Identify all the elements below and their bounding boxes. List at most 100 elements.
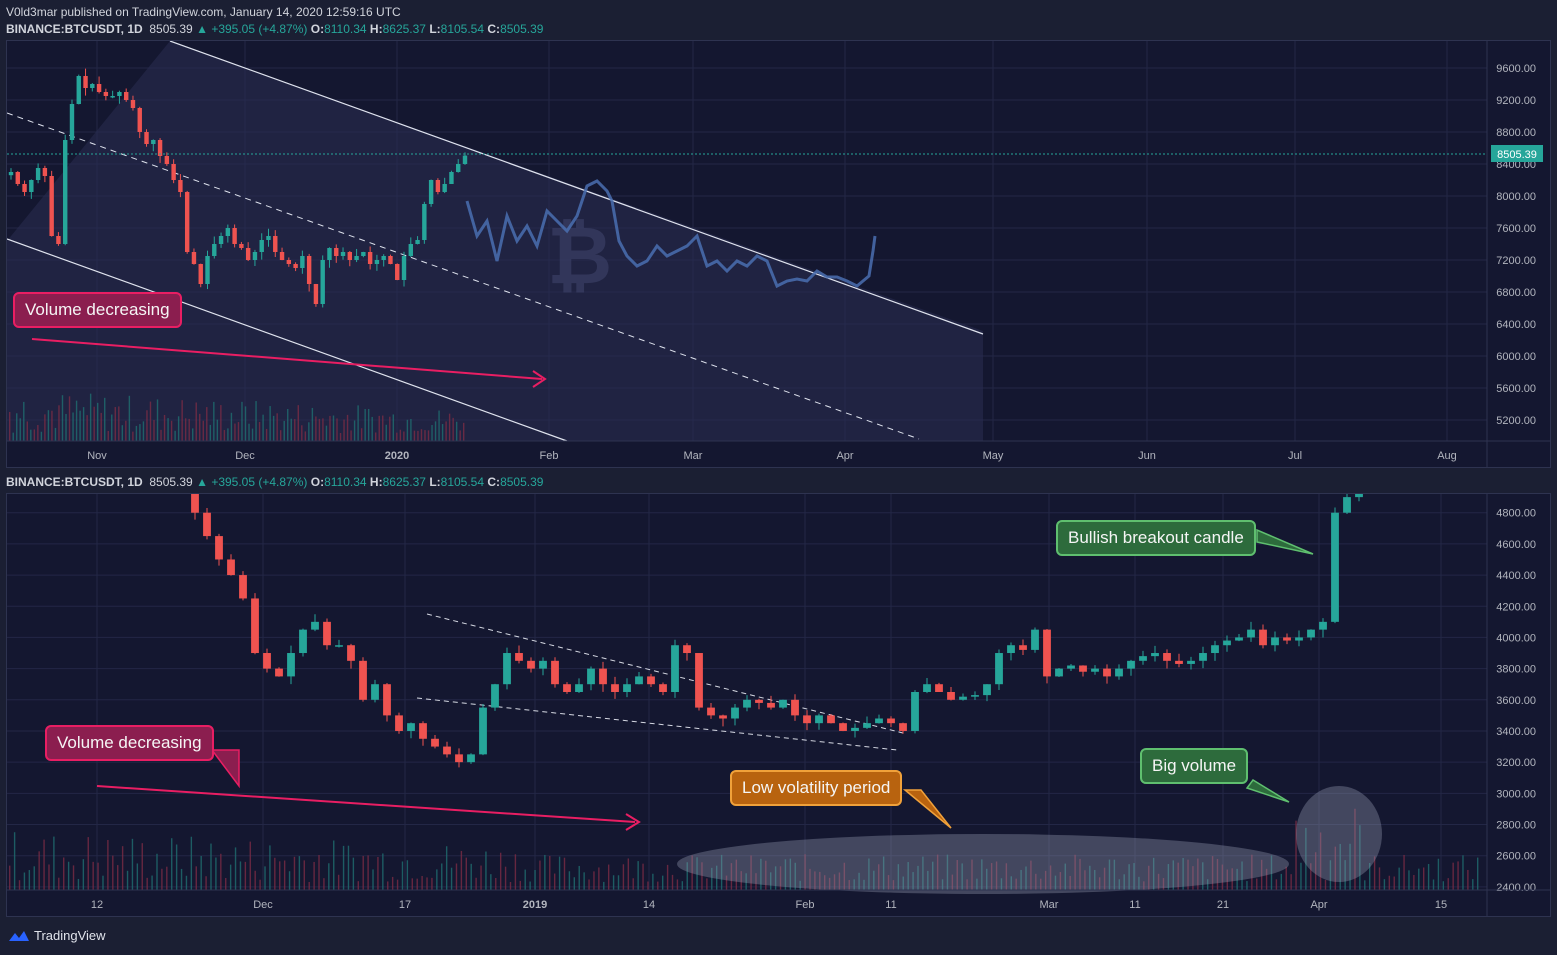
candle-body (839, 723, 847, 731)
volume-bar (1319, 832, 1322, 890)
candle-body (779, 699, 787, 708)
volume-bar (1143, 881, 1145, 890)
candle-body (731, 707, 739, 719)
candle-body (76, 76, 81, 104)
volume-bar (142, 421, 145, 441)
volume-bar (715, 865, 718, 890)
volume-bar (1152, 857, 1155, 890)
breakout-annotation[interactable]: Bullish breakout candle (1056, 520, 1256, 556)
volume-bar (329, 415, 331, 441)
y-tick-label: 6400.00 (1496, 319, 1536, 331)
big-volume-annotation[interactable]: Big volume (1140, 748, 1249, 784)
candle-body (435, 180, 441, 192)
x-tick-label: 14 (643, 899, 655, 911)
volume-bar (166, 866, 168, 890)
top-chart-svg[interactable]: ₿ 9600.009200.008800.008400.008000.00760… (7, 41, 1550, 467)
candle-body (1067, 665, 1075, 669)
candle-body (227, 559, 235, 576)
candle-body (42, 168, 48, 176)
candle-body (1307, 629, 1315, 638)
volume-bar (406, 419, 409, 441)
x-tick-label: Nov (87, 450, 107, 462)
footer-brand[interactable]: TradingView (8, 928, 106, 943)
volume-bar (720, 854, 723, 890)
candle-body (103, 92, 109, 96)
top-symbol[interactable]: BINANCE:BTCUSDT, 1D (6, 22, 143, 36)
volume-bar (1418, 868, 1420, 890)
volume-bar (1074, 854, 1076, 890)
candle-body (63, 140, 68, 244)
volume-bar (1123, 874, 1125, 890)
y-tick-label: 3800.00 (1496, 664, 1536, 676)
volume-bar (93, 406, 95, 441)
candle-body (422, 204, 427, 240)
bottom-symbol[interactable]: BINANCE:BTCUSDT, 1D (6, 475, 143, 489)
candle-body (299, 629, 307, 654)
candle-body (1259, 629, 1267, 646)
volume-bar (878, 864, 880, 890)
bottom-chart-svg[interactable]: 4800.00 4600.00 4400.00 4200.00 4000.00 3800.… (7, 494, 1550, 916)
volume-bar (102, 875, 104, 890)
volume-bar (234, 423, 236, 441)
candle-body (1283, 637, 1291, 641)
volume-bar (350, 430, 352, 441)
low-volatility-annotation[interactable]: Low volatility period (730, 770, 903, 806)
volume-bar (287, 408, 289, 441)
volume-bar (352, 857, 355, 890)
volume-bar (337, 874, 340, 890)
bottom-chart-panel[interactable]: 4800.00 4600.00 4400.00 4200.00 4000.00 3800.… (6, 493, 1551, 917)
volume-bar (151, 875, 153, 890)
volume-bar (82, 859, 85, 890)
candle-body (212, 244, 217, 256)
volume-bar (480, 865, 482, 890)
volume-bar (111, 414, 113, 441)
volume-bar (339, 432, 342, 441)
volume-bar (1295, 820, 1297, 890)
volume-bar (696, 857, 698, 890)
volume-bar (220, 405, 222, 441)
volume-bar (303, 860, 305, 890)
volume-bar (1373, 856, 1376, 890)
candle-body (275, 668, 283, 677)
volume-bar (1452, 862, 1454, 890)
volume-bar (175, 844, 178, 890)
volume-bar (210, 843, 212, 890)
volume-bar (1236, 868, 1238, 890)
candle-body (184, 192, 190, 252)
candle-body (334, 248, 339, 256)
volume-bar (410, 419, 412, 441)
candle-body (1127, 660, 1135, 669)
candle-body (225, 228, 231, 236)
candle-body (252, 252, 258, 260)
y-tick-label: 4400.00 (1496, 570, 1536, 582)
candle-body (428, 180, 434, 204)
volume-bar (298, 856, 301, 890)
volume-bar (18, 880, 21, 890)
top-volume-annotation[interactable]: Volume decreasing (13, 292, 182, 328)
top-change: +395.05 (+4.87%) (211, 22, 308, 36)
candle-body (1091, 668, 1099, 672)
volume-bar (328, 863, 330, 890)
volume-bar (200, 855, 202, 890)
candle-body (347, 645, 355, 661)
volume-bar (181, 400, 183, 441)
volume-bar (403, 431, 405, 441)
candle-body (15, 172, 20, 184)
volume-bar (1010, 876, 1012, 890)
candle-body (442, 184, 447, 192)
bottom-volume-annotation[interactable]: Volume decreasing (45, 725, 214, 761)
candle-body (239, 575, 247, 599)
candle-body (1163, 653, 1171, 661)
volume-bar (372, 869, 374, 890)
volume-bar (1398, 867, 1400, 890)
volume-bar (1069, 875, 1071, 890)
volume-bar (1172, 860, 1174, 890)
volume-bar (863, 879, 865, 890)
volume-bar (385, 424, 387, 441)
candle-body (815, 715, 823, 724)
volume-bar (956, 859, 958, 890)
volume-bar (416, 878, 418, 890)
top-chart-panel[interactable]: ₿ 9600.00 9200.00 8800.00 8400.00 8000.00 760… (6, 40, 1551, 468)
volume-bar (1054, 875, 1057, 890)
volume-bar (192, 428, 194, 441)
